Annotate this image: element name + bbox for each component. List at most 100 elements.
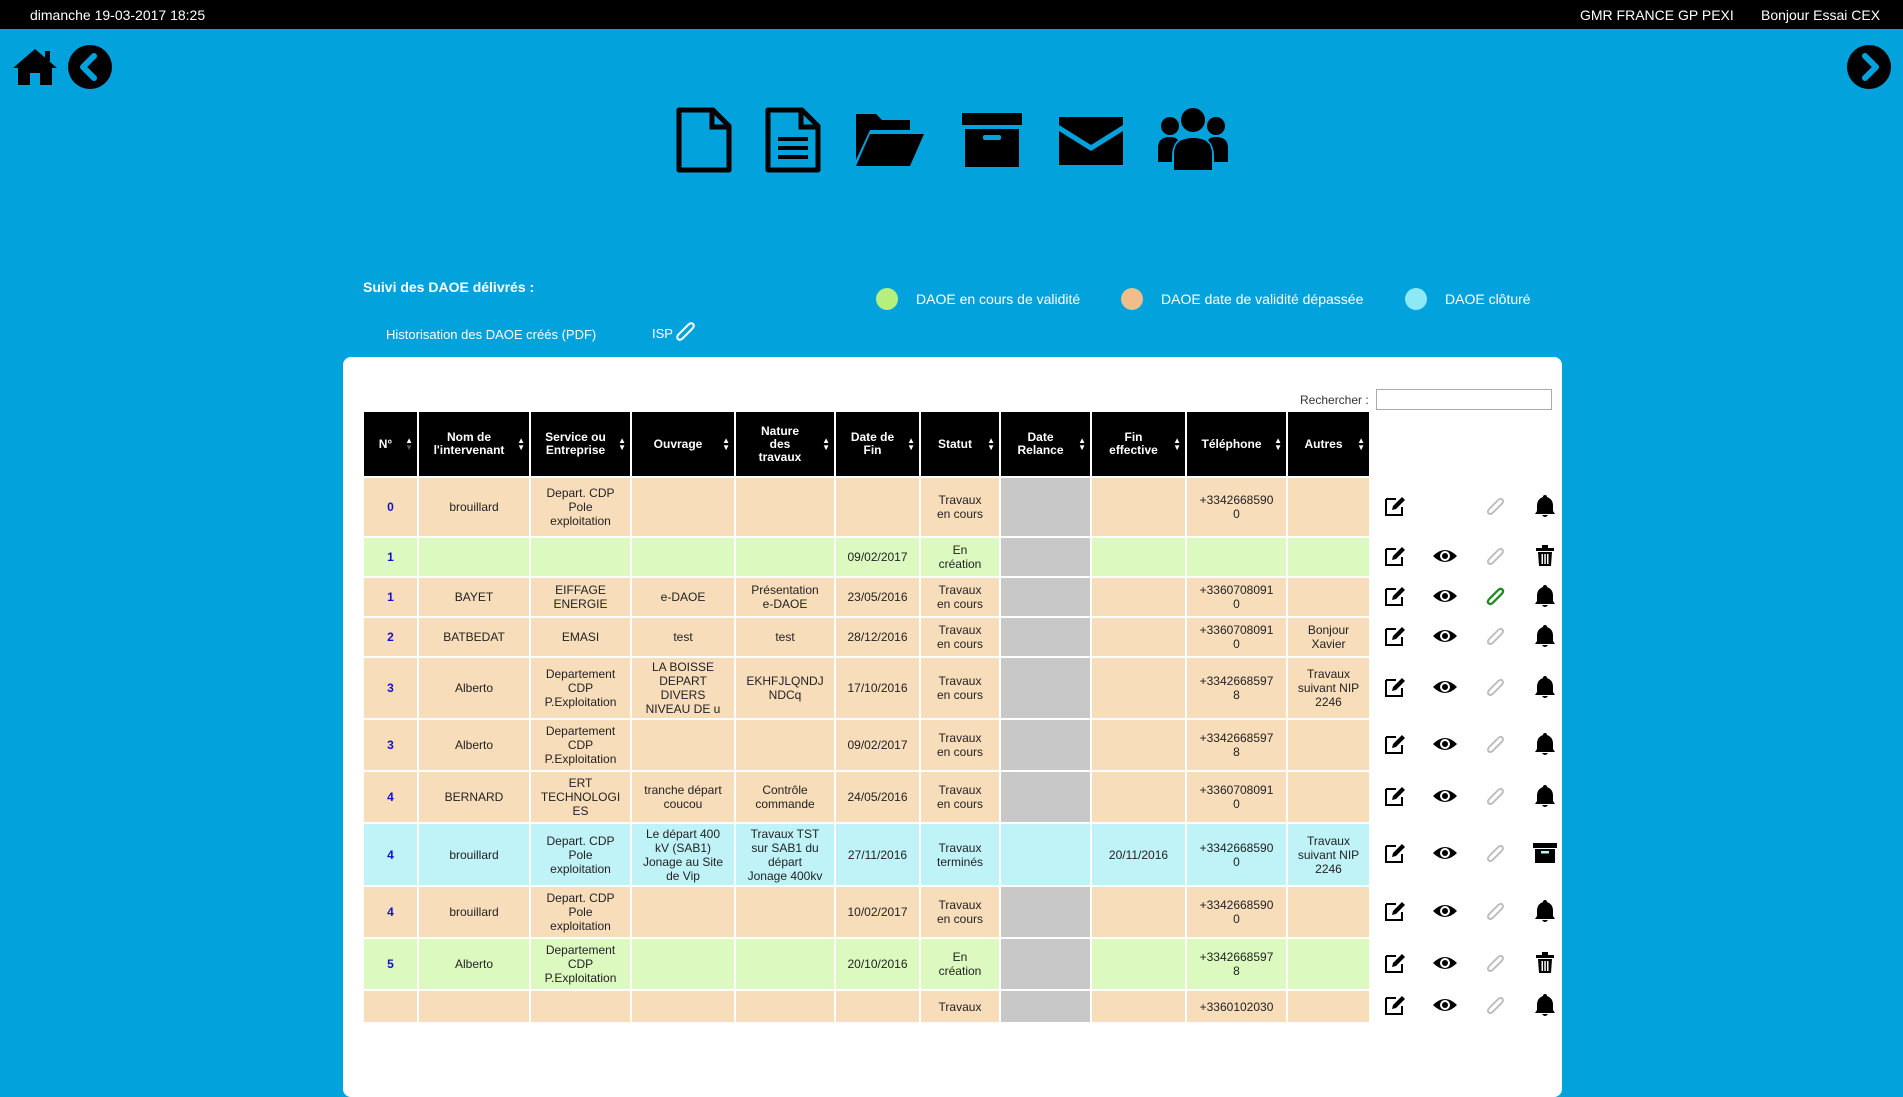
cell-num[interactable]: 2 <box>364 618 417 656</box>
row-action-edit[interactable] <box>1371 772 1419 822</box>
row-action-edit[interactable] <box>1371 658 1419 718</box>
row-action-edit[interactable] <box>1371 939 1419 989</box>
col-header-date-relance[interactable]: Date Relance ▲ ▼ <box>1001 412 1090 476</box>
row-action-archive[interactable] <box>1521 824 1569 885</box>
row-action-edit[interactable] <box>1371 478 1419 536</box>
isp-link[interactable]: ISP <box>652 319 697 343</box>
row-action-paperclip[interactable] <box>1471 578 1519 616</box>
eye-icon[interactable] <box>1432 627 1458 648</box>
row-action-paperclip[interactable] <box>1471 538 1519 576</box>
row-action-eye[interactable] <box>1421 658 1469 718</box>
folder-open-icon[interactable] <box>854 110 926 173</box>
col-header-service[interactable]: Service ou Entreprise ▲ ▼ <box>531 412 630 476</box>
edit-icon[interactable] <box>1383 994 1407 1019</box>
paperclip-icon[interactable] <box>1484 495 1506 520</box>
edit-icon[interactable] <box>1383 495 1407 520</box>
paperclip-icon[interactable] <box>1484 994 1506 1019</box>
bell-icon[interactable] <box>1534 732 1556 759</box>
bell-icon[interactable] <box>1534 624 1556 651</box>
paperclip-icon[interactable] <box>1484 625 1506 650</box>
cell-num[interactable]: 3 <box>364 658 417 718</box>
row-action-edit[interactable] <box>1371 720 1419 770</box>
row-action-trash[interactable] <box>1521 939 1569 989</box>
row-action-edit[interactable] <box>1371 887 1419 937</box>
row-action-eye[interactable] <box>1421 578 1469 616</box>
cell-num[interactable]: 4 <box>364 772 417 822</box>
row-action-paperclip[interactable] <box>1471 887 1519 937</box>
row-action-paperclip[interactable] <box>1471 824 1519 885</box>
row-action-paperclip[interactable] <box>1471 658 1519 718</box>
search-input[interactable] <box>1376 389 1552 410</box>
row-action-eye[interactable] <box>1421 939 1469 989</box>
row-action-eye[interactable] <box>1421 824 1469 885</box>
eye-icon[interactable] <box>1432 735 1458 756</box>
paperclip-icon[interactable] <box>1484 842 1506 867</box>
row-action-edit[interactable] <box>1371 991 1419 1022</box>
edit-icon[interactable] <box>1383 676 1407 701</box>
row-action-bell[interactable] <box>1521 478 1569 536</box>
cell-num[interactable]: 1 <box>364 578 417 616</box>
row-action-bell[interactable] <box>1521 772 1569 822</box>
row-action-edit[interactable] <box>1371 618 1419 656</box>
col-header-nature[interactable]: Nature des travaux ▲ ▼ <box>736 412 834 476</box>
trash-icon[interactable] <box>1535 544 1555 570</box>
row-action-paperclip[interactable] <box>1471 720 1519 770</box>
row-action-edit[interactable] <box>1371 578 1419 616</box>
row-action-edit[interactable] <box>1371 538 1419 576</box>
edit-icon[interactable] <box>1383 900 1407 925</box>
paperclip-icon[interactable] <box>1484 785 1506 810</box>
cell-num[interactable]: 4 <box>364 887 417 937</box>
edit-icon[interactable] <box>1383 785 1407 810</box>
bell-icon[interactable] <box>1534 494 1556 521</box>
row-action-paperclip[interactable] <box>1471 772 1519 822</box>
cell-num[interactable] <box>364 991 417 1022</box>
eye-icon[interactable] <box>1432 954 1458 975</box>
row-action-paperclip[interactable] <box>1471 991 1519 1022</box>
col-header-intervenant[interactable]: Nom de l'intervenant ▲ ▼ <box>419 412 529 476</box>
row-action-eye[interactable] <box>1421 720 1469 770</box>
row-action-paperclip[interactable] <box>1471 939 1519 989</box>
paperclip-icon[interactable] <box>1484 545 1506 570</box>
row-action-bell[interactable] <box>1521 887 1569 937</box>
edit-icon[interactable] <box>1383 952 1407 977</box>
col-header-fin-effective[interactable]: Fin effective ▲ ▼ <box>1092 412 1185 476</box>
users-icon[interactable] <box>1156 106 1230 177</box>
cell-num[interactable]: 4 <box>364 824 417 885</box>
row-action-paperclip[interactable] <box>1471 618 1519 656</box>
eye-icon[interactable] <box>1432 844 1458 865</box>
eye-icon[interactable] <box>1432 678 1458 699</box>
edit-icon[interactable] <box>1383 545 1407 570</box>
row-action-bell[interactable] <box>1521 991 1569 1022</box>
bell-icon[interactable] <box>1534 675 1556 702</box>
new-file-icon[interactable] <box>675 107 733 178</box>
edit-icon[interactable] <box>1383 842 1407 867</box>
eye-icon[interactable] <box>1432 587 1458 608</box>
file-text-icon[interactable] <box>764 107 822 178</box>
paperclip-icon[interactable] <box>1484 733 1506 758</box>
row-action-paperclip[interactable] <box>1471 478 1519 536</box>
paperclip-icon[interactable] <box>1484 952 1506 977</box>
envelope-icon[interactable] <box>1057 115 1125 172</box>
bell-icon[interactable] <box>1534 993 1556 1020</box>
eye-icon[interactable] <box>1432 547 1458 568</box>
row-action-bell[interactable] <box>1521 578 1569 616</box>
row-action-eye[interactable] <box>1421 538 1469 576</box>
col-header-num[interactable]: N° ▲ ▼ <box>364 412 417 476</box>
cell-num[interactable]: 1 <box>364 538 417 576</box>
eye-icon[interactable] <box>1432 787 1458 808</box>
bell-icon[interactable] <box>1534 899 1556 926</box>
col-header-telephone[interactable]: Téléphone ▲ ▼ <box>1187 412 1286 476</box>
edit-icon[interactable] <box>1383 625 1407 650</box>
cell-num[interactable]: 0 <box>364 478 417 536</box>
row-action-eye[interactable] <box>1421 991 1469 1022</box>
row-action-bell[interactable] <box>1521 618 1569 656</box>
historisation-link[interactable]: Historisation des DAOE créés (PDF) <box>386 327 597 342</box>
chevron-right-icon[interactable] <box>1847 45 1891 94</box>
eye-icon[interactable] <box>1432 902 1458 923</box>
cell-num[interactable]: 5 <box>364 939 417 989</box>
bell-icon[interactable] <box>1534 784 1556 811</box>
trash-icon[interactable] <box>1535 951 1555 977</box>
row-action-edit[interactable] <box>1371 824 1419 885</box>
col-header-date-fin[interactable]: Date de Fin ▲ ▼ <box>836 412 919 476</box>
edit-icon[interactable] <box>1383 585 1407 610</box>
